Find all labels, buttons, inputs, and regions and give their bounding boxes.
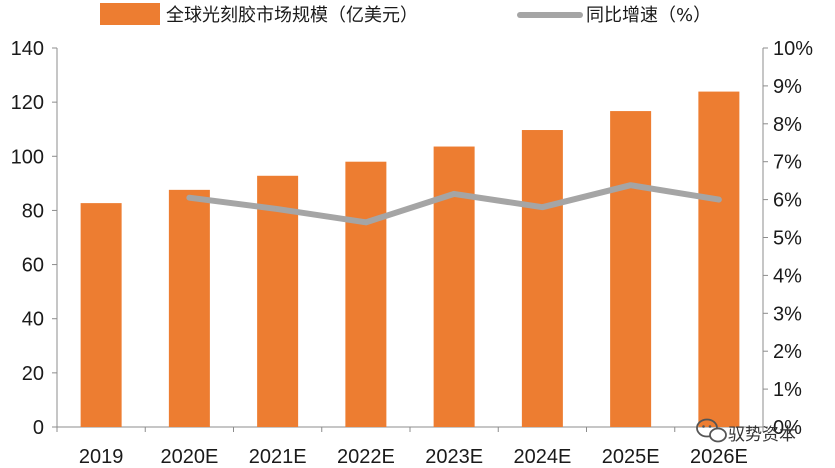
x-tick-label: 2019 <box>79 446 124 468</box>
x-tick-label: 2022E <box>337 446 395 468</box>
legend-label-line: 同比增速（%） <box>586 5 711 26</box>
bar-2021E <box>257 175 299 427</box>
bar-2026E <box>698 91 740 428</box>
right-axis-ticks: 0% 1% 2% 3% 4% 5% 6% 7% 8% 9% 10% <box>763 38 813 439</box>
left-tick-label: 20 <box>22 363 44 385</box>
bar-2022E <box>345 161 387 427</box>
x-tick-label: 2026E <box>690 446 748 468</box>
growth-rate-point <box>275 206 281 212</box>
right-tick-label: 0% <box>773 417 802 439</box>
bar-2024E <box>521 130 563 427</box>
x-tick-label: 2021E <box>249 446 307 468</box>
x-tick-label: 2025E <box>602 446 660 468</box>
growth-rate-point <box>363 219 369 225</box>
left-tick-label: 100 <box>11 146 44 168</box>
right-tick-label: 9% <box>773 76 802 98</box>
watermark-text: 驭势资本 <box>728 425 796 445</box>
legend: 全球光刻胶市场规模（亿美元） 同比增速（%） <box>100 3 711 26</box>
x-tick-label: 2023E <box>425 446 483 468</box>
x-tick-label: 2020E <box>160 446 218 468</box>
wechat-icon <box>696 418 727 443</box>
growth-rate-point <box>628 182 634 188</box>
left-tick-label: 40 <box>22 309 44 331</box>
line-series <box>186 182 722 226</box>
bar-series <box>80 91 740 428</box>
right-tick-label: 7% <box>773 152 802 174</box>
legend-label-bar: 全球光刻胶市场规模（亿美元） <box>166 5 418 26</box>
right-tick-label: 3% <box>773 303 802 325</box>
right-tick-label: 4% <box>773 265 802 287</box>
left-tick-label: 140 <box>11 38 44 60</box>
watermark: 驭势资本 <box>696 418 796 445</box>
legend-swatch-bar <box>100 3 160 25</box>
bar-2019 <box>80 203 122 427</box>
right-tick-label: 8% <box>773 114 802 136</box>
growth-rate-point <box>539 204 545 210</box>
left-tick-label: 60 <box>22 255 44 277</box>
right-tick-label: 1% <box>773 379 802 401</box>
growth-rate-point <box>716 197 722 203</box>
x-axis-ticks: 2019 2020E 2021E 2022E 2023E 2024E 2025E 2026E <box>56 427 764 468</box>
right-tick-label: 2% <box>773 341 802 363</box>
left-axis-ticks: 0 20 40 60 80 100 120 140 <box>11 38 57 439</box>
growth-rate-point <box>451 191 457 197</box>
right-tick-label: 6% <box>773 190 802 212</box>
growth-rate-point <box>186 195 192 201</box>
left-tick-label: 80 <box>22 200 44 222</box>
bar-2025E <box>610 111 652 428</box>
bar-2020E <box>168 189 210 427</box>
x-tick-label: 2024E <box>513 446 571 468</box>
bar-2023E <box>433 146 475 428</box>
right-tick-label: 10% <box>773 38 813 60</box>
left-tick-label: 0 <box>33 417 44 439</box>
left-tick-label: 120 <box>11 92 44 114</box>
right-tick-label: 5% <box>773 228 802 250</box>
